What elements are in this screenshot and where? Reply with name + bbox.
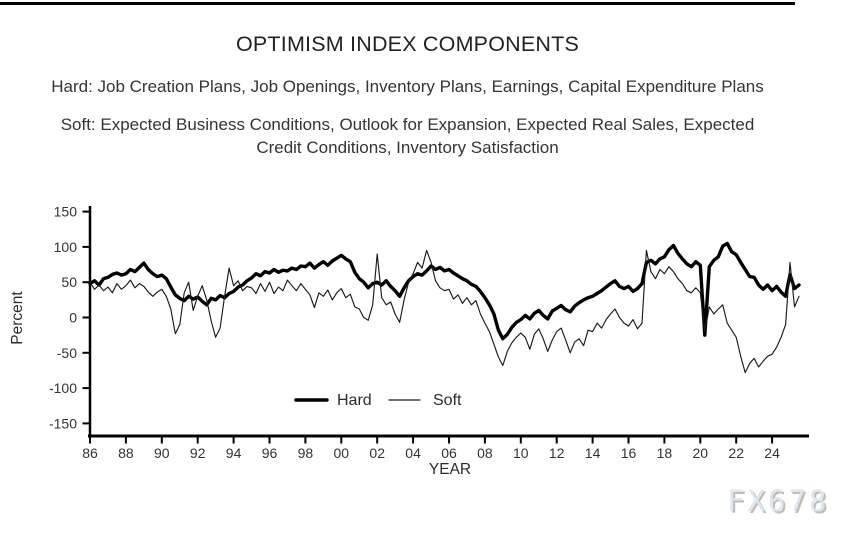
x-tick-label: 22 <box>728 445 744 461</box>
legend-hard-label: Hard <box>337 392 372 409</box>
y-tick-label: 100 <box>54 239 78 255</box>
x-tick-label: 98 <box>298 445 314 461</box>
hard-components-description: Hard: Job Creation Plans, Job Openings, … <box>51 77 764 96</box>
y-tick-label: -50 <box>57 345 77 361</box>
chart-legend: Hard Soft <box>294 392 462 409</box>
chart-header: OPTIMISM INDEX COMPONENTS Hard: Job Crea… <box>0 32 815 174</box>
x-tick-label: 92 <box>190 445 206 461</box>
y-tick-label: 50 <box>61 274 77 290</box>
x-tick-label: 14 <box>585 445 601 461</box>
soft-components-description: Soft: Expected Business Conditions, Outl… <box>0 113 815 160</box>
x-tick-label: 08 <box>477 445 493 461</box>
x-tick-label: 12 <box>549 445 565 461</box>
x-tick-label: 20 <box>693 445 709 461</box>
fx678-watermark: FX678 <box>727 484 830 518</box>
chart-title: OPTIMISM INDEX COMPONENTS <box>235 32 580 56</box>
legend-soft-label: Soft <box>433 392 462 409</box>
soft-components-line-1: Soft: Expected Business Conditions, Outl… <box>60 114 755 134</box>
y-tick-label: -150 <box>49 415 77 431</box>
x-tick-label: 94 <box>226 445 242 461</box>
y-axis-title: Percent <box>9 291 26 345</box>
x-tick-label: 88 <box>118 445 134 461</box>
y-tick-label: -100 <box>49 380 77 396</box>
soft-components-line-2: Credit Conditions, Inventory Satisfactio… <box>256 138 559 157</box>
x-tick-label: 00 <box>334 445 350 461</box>
x-tick-label: 16 <box>621 445 637 461</box>
x-axis-title: YEAR <box>429 461 471 478</box>
x-tick-label: 18 <box>657 445 673 461</box>
series-line-soft <box>89 249 800 374</box>
x-tick-label: 04 <box>405 445 421 461</box>
x-tick-label: 02 <box>369 445 385 461</box>
x-tick-label: 86 <box>82 445 98 461</box>
top-border-rule <box>0 2 795 5</box>
series-line-hard <box>88 241 801 341</box>
x-tick-label: 24 <box>764 445 780 461</box>
y-tick-label: 0 <box>69 310 77 326</box>
y-tick-label: 150 <box>54 204 78 220</box>
x-tick-label: 10 <box>513 445 529 461</box>
series-lines <box>88 241 801 374</box>
x-tick-label: 96 <box>262 445 278 461</box>
x-axis-ticks: 86 88 90 92 94 96 98 00 02 04 06 08 10 12 14 16 18 20 22 24 <box>82 436 780 461</box>
x-tick-label: 06 <box>441 445 457 461</box>
y-axis-ticks: 150 100 50 0 -50 -100 -150 <box>49 204 90 431</box>
x-tick-label: 90 <box>154 445 170 461</box>
